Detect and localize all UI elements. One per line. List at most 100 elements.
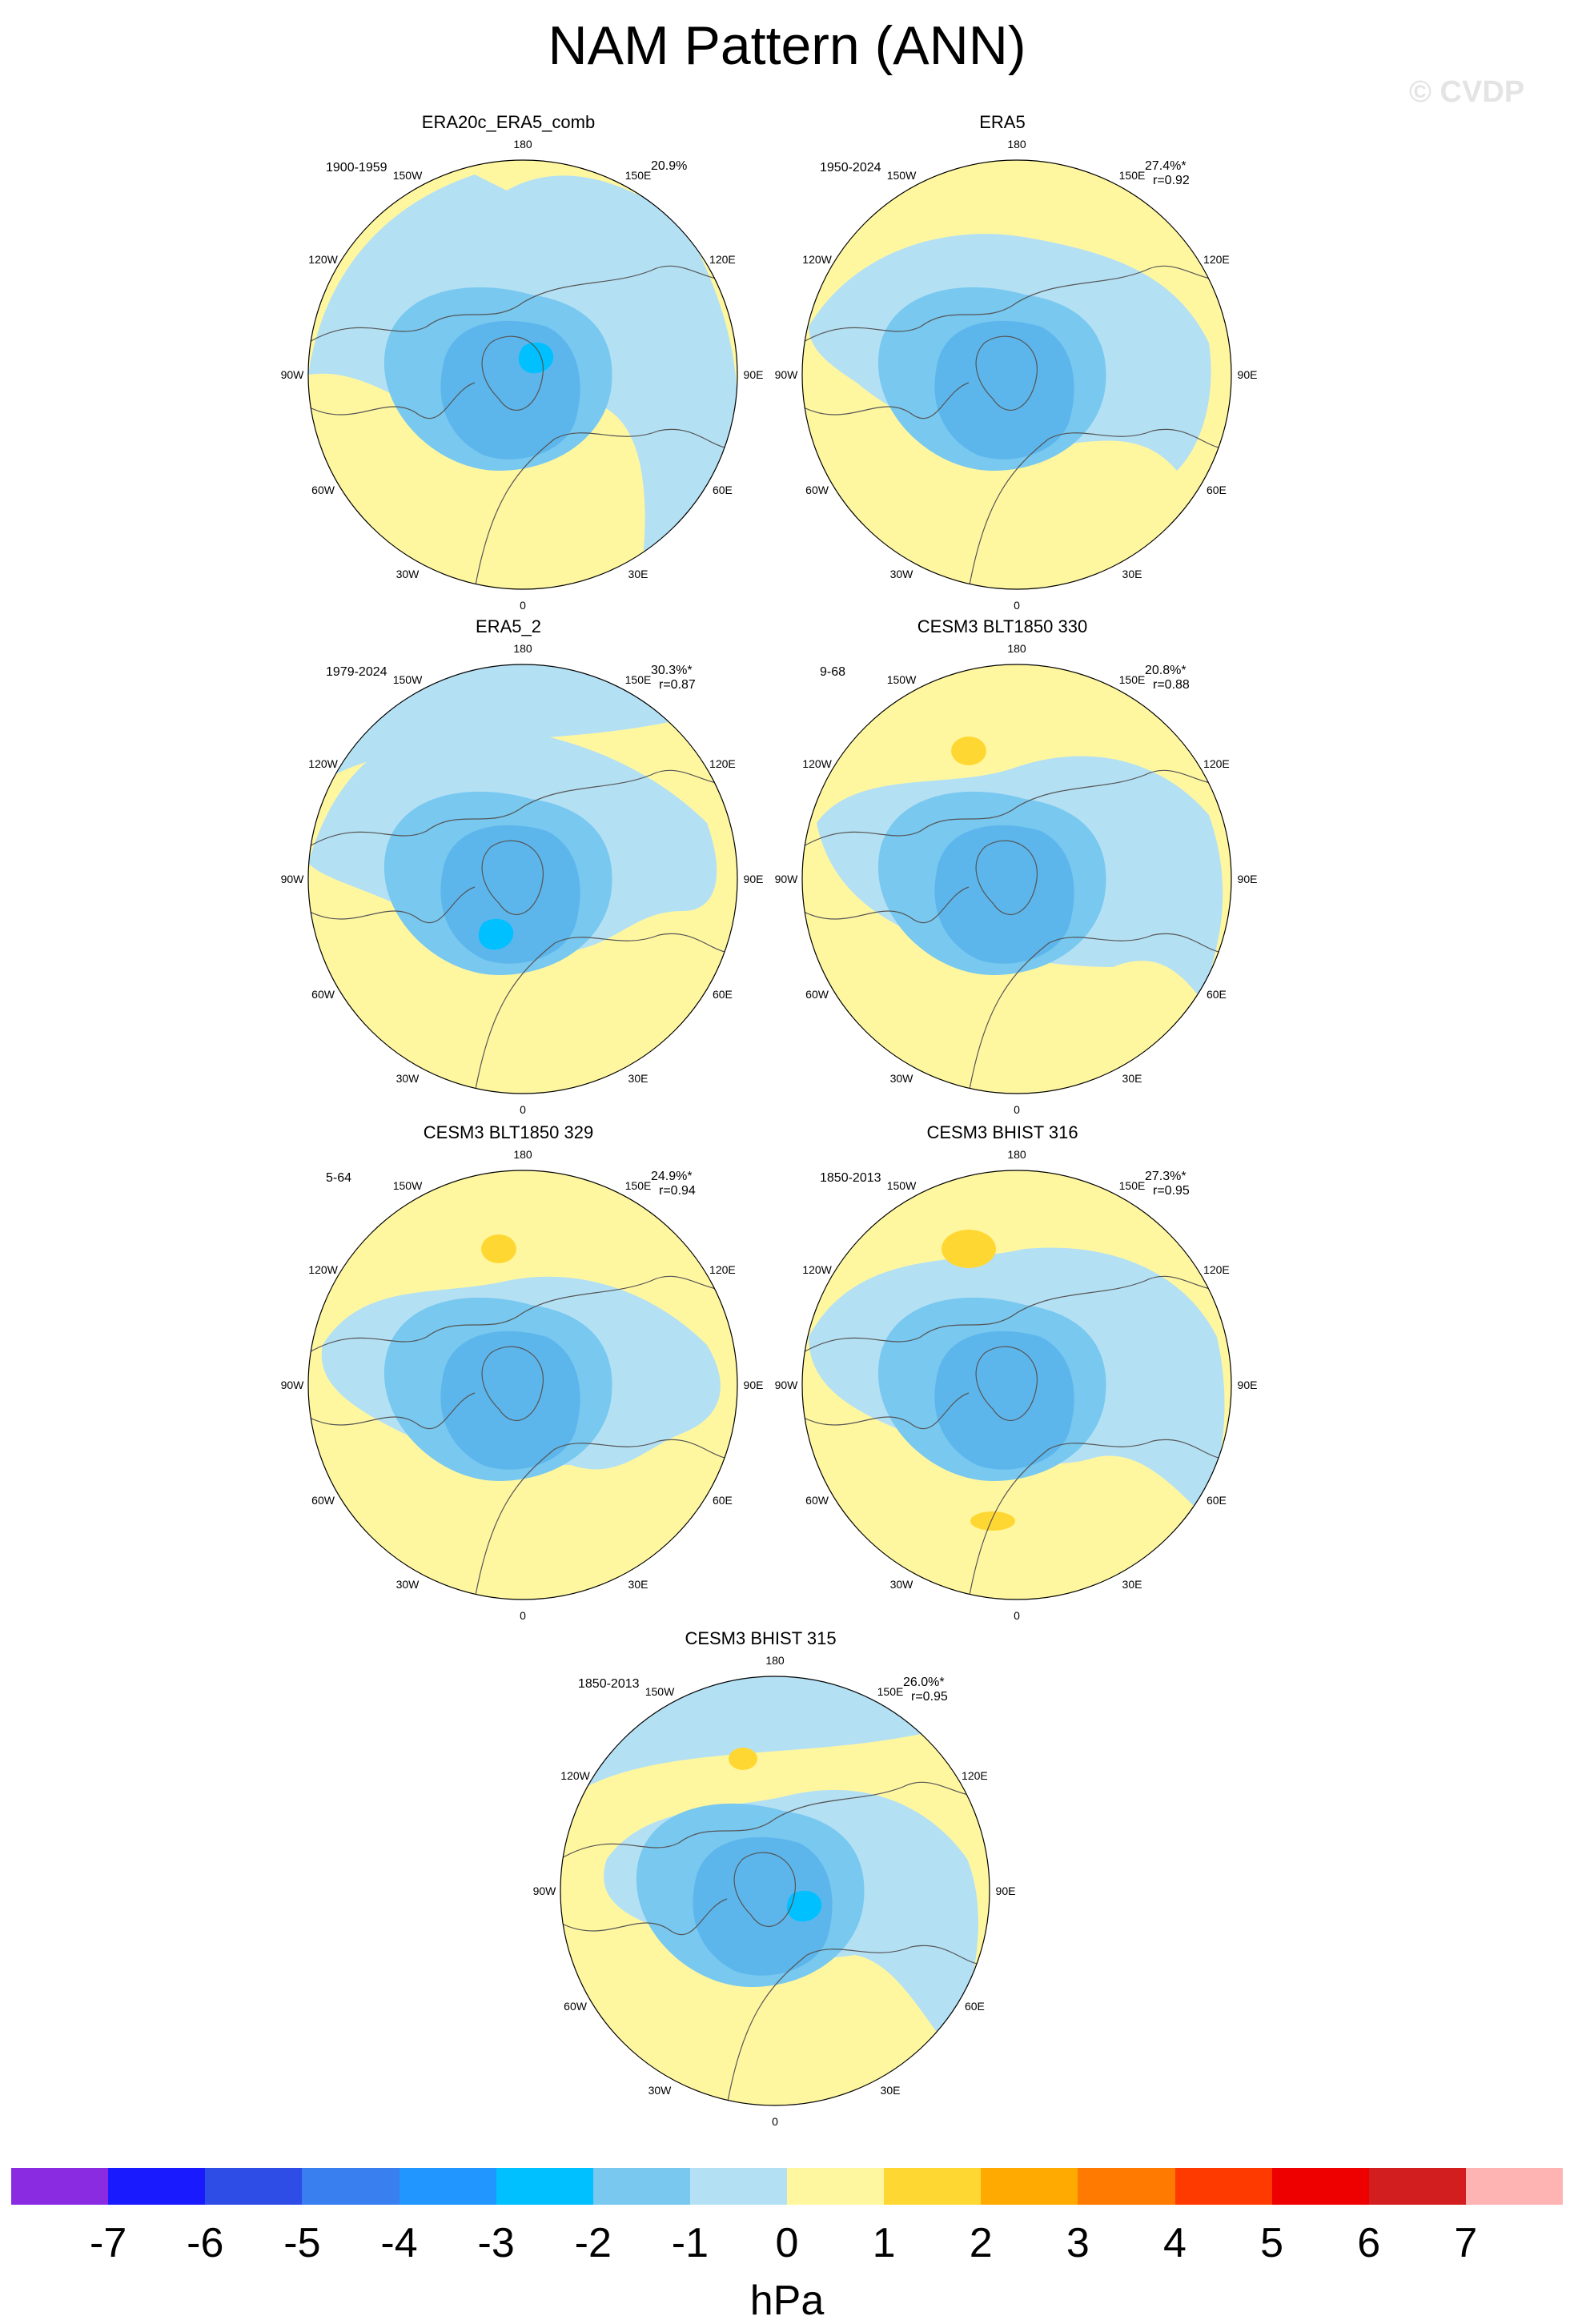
panel-correlation: r=0.95 xyxy=(911,1690,948,1704)
longitude-label: 0 xyxy=(1014,1609,1020,1622)
longitude-label: 120W xyxy=(308,1263,338,1276)
colorbar-segment xyxy=(787,2168,885,2205)
map-panel: ERA20c_ERA5_comb 1900-1959 20.9% 180 150E 120… xyxy=(268,112,764,612)
panel-explained-variance: 26.0%* xyxy=(903,1676,945,1689)
positive-center-region xyxy=(951,737,986,765)
map-border xyxy=(801,1170,1232,1600)
longitude-label: 150W xyxy=(392,672,423,686)
colorbar-segment xyxy=(1174,2168,1272,2205)
longitude-label: 180 xyxy=(1007,642,1026,655)
colorbar-tick-label: -4 xyxy=(380,2220,418,2266)
panel-correlation: r=0.88 xyxy=(1153,678,1190,692)
longitude-label: 90E xyxy=(995,1884,1016,1897)
core-negative-region xyxy=(440,1331,580,1470)
map-panel: ERA5_2 1979-2024 30.3%* r=0.87 180 150E 120E 90… xyxy=(268,616,764,1116)
longitude-label: 0 xyxy=(772,2115,778,2128)
coastlines xyxy=(802,769,1231,1094)
longitude-label: 30E xyxy=(628,1578,648,1591)
longitude-label: 60E xyxy=(1206,484,1227,496)
longitude-label: 120W xyxy=(802,1263,832,1276)
longitude-label: 120W xyxy=(308,757,338,770)
longitude-label: 30W xyxy=(889,1578,913,1591)
longitude-label: 90E xyxy=(1237,368,1258,381)
longitude-label: 90E xyxy=(1237,1379,1258,1391)
panel-explained-variance: 27.4%* xyxy=(1145,159,1187,173)
longitude-label: 120E xyxy=(1203,757,1230,770)
positive-center-region xyxy=(481,1234,516,1263)
longitude-label: 0 xyxy=(520,1103,526,1116)
longitude-label: 90W xyxy=(280,1379,304,1391)
longitude-label: 90W xyxy=(280,873,304,885)
longitude-label: 120W xyxy=(802,253,832,266)
longitude-label: 30E xyxy=(1122,568,1142,581)
longitude-label: 60W xyxy=(311,1494,335,1507)
panel-correlation: r=0.95 xyxy=(1153,1184,1190,1198)
longitude-label: 30E xyxy=(1122,1578,1142,1591)
longitude-label: 60E xyxy=(1206,1494,1227,1507)
colorbar-tick-label: 4 xyxy=(1163,2220,1187,2266)
map-border xyxy=(560,1676,990,2106)
core-negative-region xyxy=(440,320,580,460)
panel-explained-variance: 20.8%* xyxy=(1145,664,1187,677)
longitude-label: 90E xyxy=(743,1379,764,1391)
panel-correlation: r=0.87 xyxy=(659,678,696,692)
colorbar-segment xyxy=(11,2168,109,2205)
longitude-label: 150E xyxy=(1118,168,1146,182)
panel-correlation: r=0.92 xyxy=(1153,174,1190,187)
map-border xyxy=(801,159,1232,590)
colorbar-tick-label: 6 xyxy=(1357,2220,1381,2266)
greenland-outline xyxy=(975,840,1038,915)
longitude-label: 150W xyxy=(886,1178,917,1192)
panel-period: 1900-1959 xyxy=(326,161,387,175)
polar-map xyxy=(801,159,1232,590)
core-negative-region xyxy=(440,825,580,964)
longitude-label: 30W xyxy=(889,1072,913,1086)
longitude-label: 0 xyxy=(1014,599,1020,612)
panel-title: CESM3 BHIST 316 xyxy=(926,1122,1078,1142)
polar-map xyxy=(307,1170,738,1600)
colorbar xyxy=(11,2168,1563,2205)
longitude-label: 150W xyxy=(886,168,917,182)
core-negative-region xyxy=(693,1836,833,1976)
positive-center-region xyxy=(970,1511,1015,1531)
colorbar-tick-label: -2 xyxy=(574,2220,612,2266)
panel-explained-variance: 20.9% xyxy=(651,159,688,173)
colorbar-segment xyxy=(108,2168,206,2205)
longitude-label: 120E xyxy=(962,1769,988,1782)
colorbar-tick-label: -5 xyxy=(283,2220,321,2266)
polar-map xyxy=(801,664,1232,1094)
longitude-label: 30W xyxy=(396,1072,420,1086)
longitude-label: 180 xyxy=(1007,138,1026,151)
longitude-label: 150W xyxy=(644,1684,675,1698)
longitude-label: 150E xyxy=(1118,672,1146,686)
longitude-label: 90W xyxy=(774,1379,798,1391)
longitude-label: 30W xyxy=(889,568,913,581)
colorbar-segment xyxy=(496,2168,593,2205)
longitude-label: 120E xyxy=(709,1263,736,1276)
colorbar-segment xyxy=(302,2168,400,2205)
panel-period: 1850-2013 xyxy=(578,1677,640,1691)
panel-period: 5-64 xyxy=(326,1171,352,1185)
panel-title: CESM3 BLT1850 329 xyxy=(423,1122,594,1142)
colorbar-segment xyxy=(981,2168,1078,2205)
map-border xyxy=(801,664,1232,1094)
extreme-negative-region xyxy=(478,918,514,950)
map-panel: CESM3 BLT1850 329 5-64 24.9%* r=0.94 180 150E… xyxy=(268,1122,764,1622)
map-panel: CESM3 BHIST 315 1850-2013 26.0%* r=0.95 180 1… xyxy=(520,1628,1016,2128)
longitude-label: 30E xyxy=(880,2084,901,2097)
negative-anomaly-region xyxy=(308,664,737,791)
longitude-label: 30W xyxy=(648,2084,672,2097)
panel-period: 1950-2024 xyxy=(820,161,881,175)
panel-title: CESM3 BHIST 315 xyxy=(685,1628,837,1648)
extreme-negative-region xyxy=(786,1890,822,1922)
negative-anomaly-region xyxy=(560,1676,990,1803)
longitude-label: 120E xyxy=(1203,1263,1230,1276)
longitude-label: 60W xyxy=(311,988,335,1001)
coastlines xyxy=(802,265,1231,589)
page-title: NAM Pattern (ANN) xyxy=(548,15,1026,76)
map-border xyxy=(307,664,738,1094)
polar-map xyxy=(801,1170,1232,1600)
colorbar-segment xyxy=(205,2168,303,2205)
longitude-label: 120W xyxy=(802,757,832,770)
panel-explained-variance: 30.3%* xyxy=(651,664,693,677)
